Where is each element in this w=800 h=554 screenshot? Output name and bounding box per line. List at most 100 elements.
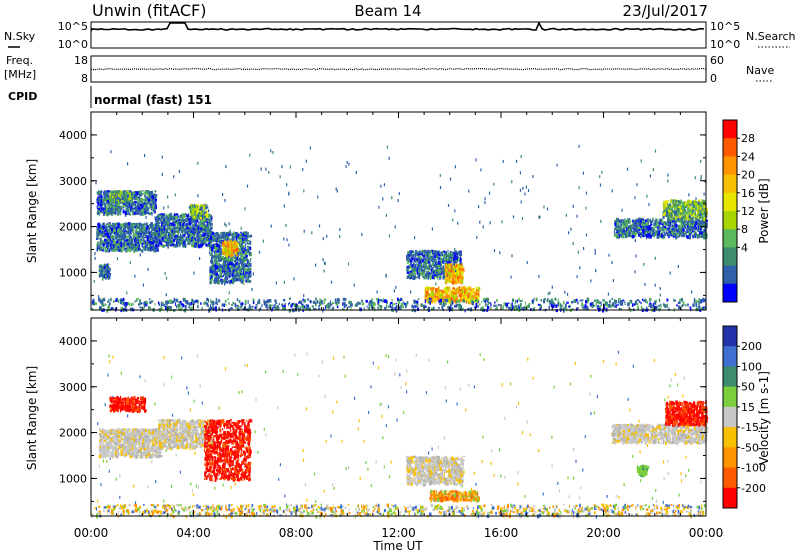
region-point <box>156 247 159 251</box>
region-point <box>108 194 110 198</box>
region-point <box>208 219 211 223</box>
region-point <box>103 195 106 199</box>
region-point <box>167 244 169 249</box>
region-point <box>133 247 135 251</box>
region-point <box>432 258 436 260</box>
region-point <box>154 205 157 210</box>
scatter-point <box>139 253 141 257</box>
region-point <box>175 230 179 233</box>
region-point <box>421 252 423 256</box>
region-point <box>142 190 144 192</box>
region-point <box>245 269 248 273</box>
region-point <box>205 225 208 228</box>
region-point <box>124 203 128 206</box>
scatter-point <box>502 159 504 163</box>
region-point <box>166 225 168 228</box>
scatter-point <box>479 220 481 224</box>
region-point <box>213 260 216 263</box>
region-point <box>246 272 249 274</box>
region-point <box>117 202 119 206</box>
region-point <box>169 227 171 232</box>
region-point <box>191 236 194 239</box>
region-point <box>107 204 110 206</box>
region-point <box>155 235 158 240</box>
region-point <box>108 235 111 239</box>
region-point <box>142 231 146 236</box>
region-point <box>192 217 195 222</box>
region-point <box>437 257 440 260</box>
region-point <box>123 242 125 245</box>
region-point <box>462 269 465 272</box>
scatter-point <box>265 167 267 171</box>
region-point <box>180 240 182 243</box>
region-point <box>123 195 125 199</box>
region-point <box>461 280 464 284</box>
region-point <box>247 236 249 239</box>
region-point <box>213 242 215 245</box>
region-point <box>246 278 250 283</box>
region-point <box>232 256 236 259</box>
scatter-point <box>476 235 478 239</box>
region-point <box>242 267 246 271</box>
region-point <box>131 208 133 211</box>
region-point <box>189 205 192 208</box>
region-point <box>129 189 131 193</box>
region-point <box>150 232 152 236</box>
region-point <box>445 253 448 256</box>
region-point <box>135 239 138 244</box>
region-point <box>454 262 457 264</box>
scatter-point <box>667 179 669 183</box>
region-point <box>152 233 156 237</box>
region-point <box>209 240 212 243</box>
region-point <box>170 222 174 225</box>
region-point <box>146 241 149 245</box>
scatter-point <box>161 172 163 176</box>
region-point <box>245 254 248 258</box>
region-point <box>103 222 105 226</box>
region-point <box>208 213 211 216</box>
region-point <box>109 229 111 232</box>
region-point <box>129 226 132 231</box>
region-point <box>221 275 224 278</box>
region-point <box>117 226 121 231</box>
scatter-point <box>700 174 702 178</box>
region-point <box>97 198 100 202</box>
scatter-point <box>339 235 341 238</box>
region-point <box>224 278 228 283</box>
region-point <box>146 206 149 209</box>
region-point <box>113 248 116 253</box>
region-point <box>141 249 143 252</box>
scatter-point <box>225 165 227 169</box>
region-point <box>229 265 232 268</box>
region-point <box>249 258 252 262</box>
region-point <box>223 263 227 266</box>
region-point <box>165 228 168 231</box>
region-point <box>120 206 123 209</box>
region-point <box>454 272 457 275</box>
region-point <box>169 231 172 235</box>
region-point <box>215 281 217 283</box>
region-point <box>431 272 433 275</box>
region-point <box>427 274 429 277</box>
region-point <box>204 203 207 208</box>
region-point <box>217 268 219 272</box>
region-point <box>138 245 140 248</box>
region-point <box>223 243 226 246</box>
region-point <box>218 239 222 243</box>
region-point <box>173 213 176 216</box>
region-point <box>223 270 226 274</box>
region-point <box>189 239 192 242</box>
region-point <box>180 235 183 239</box>
region-point <box>406 271 409 275</box>
scatter-point <box>652 168 654 172</box>
region-point <box>182 238 184 241</box>
scatter-point <box>147 267 149 271</box>
region-point <box>196 230 198 233</box>
region-point <box>446 264 450 268</box>
region-point <box>247 232 249 234</box>
region-point <box>223 281 226 286</box>
region-point <box>118 192 120 196</box>
region-point <box>241 262 244 265</box>
region-point <box>245 243 247 246</box>
